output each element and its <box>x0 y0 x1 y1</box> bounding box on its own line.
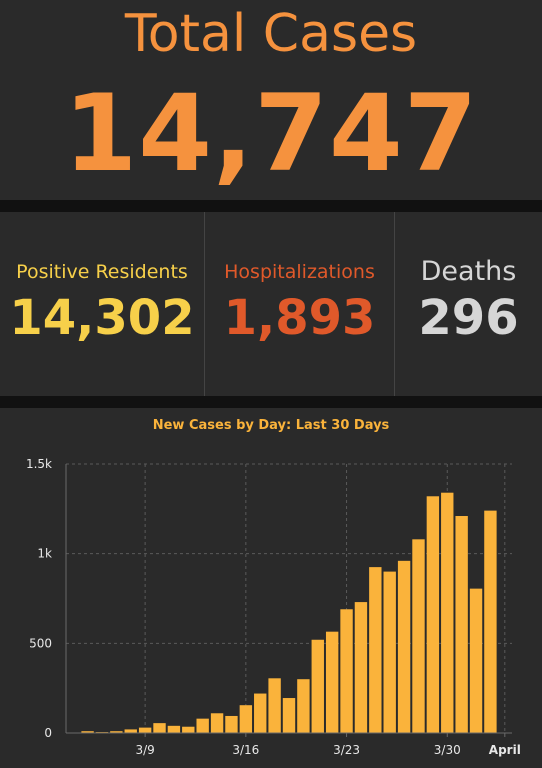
stat-hospitalizations-value: 1,893 <box>223 290 376 346</box>
x-tick-label: April <box>489 743 521 757</box>
bar <box>182 726 195 733</box>
bar <box>153 723 166 733</box>
y-tick-label: 1.5k <box>26 457 52 471</box>
bar <box>325 631 339 733</box>
bar <box>484 510 497 733</box>
stat-positive-residents-value: 14,302 <box>9 290 195 346</box>
stats-divider <box>394 212 395 396</box>
total-cases-value: 14,747 <box>63 72 479 195</box>
bar <box>297 679 310 733</box>
bar <box>138 727 152 733</box>
bar <box>311 639 324 733</box>
bar <box>455 516 468 733</box>
bar <box>426 496 440 733</box>
stat-hospitalizations-label: Hospitalizations <box>224 261 375 283</box>
bar <box>167 725 181 733</box>
stat-positive-residents-label: Positive Residents <box>16 261 188 283</box>
new-cases-chart: New Cases by Day: Last 30 Days 0 500 1k 1.5k… <box>26 418 521 757</box>
bar <box>239 705 253 733</box>
x-tick-label: 3/30 <box>434 743 461 757</box>
stat-deaths-value: 296 <box>418 290 519 346</box>
bar <box>110 731 123 733</box>
bar <box>469 588 483 733</box>
stat-positive-residents: Positive Residents 14,302 <box>0 212 204 396</box>
bar <box>225 715 238 733</box>
bar <box>124 729 137 733</box>
stat-hospitalizations: Hospitalizations 1,893 <box>205 212 394 396</box>
bar <box>196 718 209 733</box>
x-tick-label: 3/16 <box>232 743 259 757</box>
y-tick-label: 0 <box>44 726 52 740</box>
chart-title: New Cases by Day: Last 30 Days <box>153 418 390 433</box>
bar <box>268 678 281 733</box>
bar <box>354 602 368 733</box>
bar <box>441 492 454 733</box>
bar <box>340 609 353 733</box>
bar <box>397 560 411 733</box>
stats-panel: Positive Residents 14,302 Hospitalizatio… <box>0 212 542 396</box>
bar <box>254 693 267 733</box>
bar <box>282 698 296 733</box>
x-tick-label: 3/23 <box>333 743 360 757</box>
x-tick-label: 3/9 <box>135 743 154 757</box>
total-cases-title: Total Cases <box>124 4 418 64</box>
y-tick-label: 500 <box>29 636 52 650</box>
stat-deaths: Deaths 296 <box>395 212 542 396</box>
bar <box>210 713 224 733</box>
y-tick-label: 1k <box>37 547 52 561</box>
total-cases-panel: Total Cases 14,747 <box>0 0 542 200</box>
bar <box>369 567 382 733</box>
bar <box>81 731 94 733</box>
stats-divider <box>204 212 205 396</box>
bar <box>383 571 396 733</box>
stat-deaths-label: Deaths <box>420 256 517 287</box>
new-cases-chart-panel: New Cases by Day: Last 30 Days 0 500 1k 1.5k… <box>0 408 542 768</box>
bar <box>412 539 425 733</box>
